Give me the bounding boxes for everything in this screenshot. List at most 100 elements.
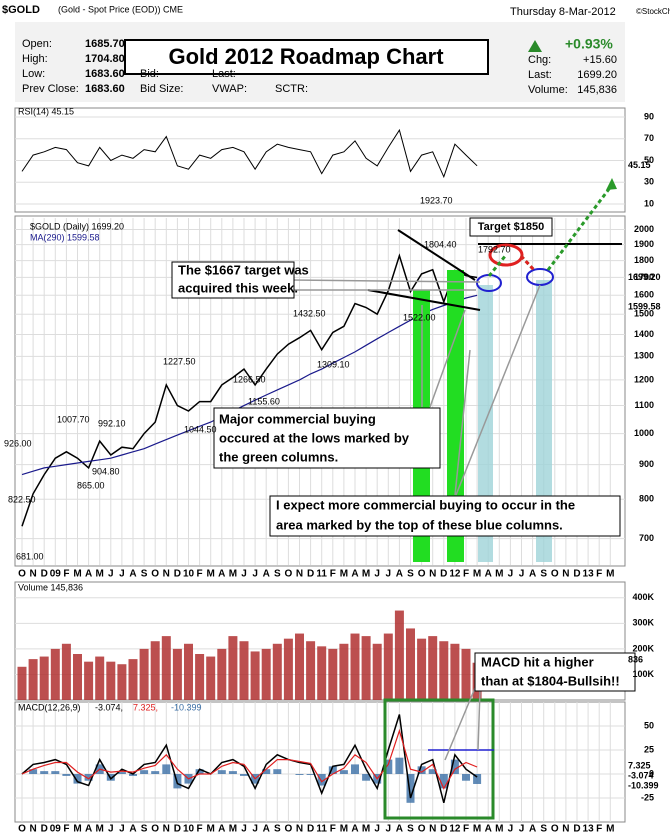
histogram-bar (40, 771, 49, 774)
x-tick-label: J (519, 569, 525, 580)
last-value: 1599.58 (628, 302, 661, 312)
x-tick-label: A (529, 569, 536, 580)
histogram-bar (417, 766, 426, 774)
target-label: Target $1850 (478, 221, 544, 233)
volume-bar (150, 641, 160, 700)
volume-bar (439, 641, 449, 700)
x-tick-label: M (73, 824, 81, 835)
peak-label: 1923.70 (420, 195, 453, 205)
x-tick-label: N (562, 569, 569, 580)
x-tick-label: A (485, 824, 492, 835)
callout-text: The $1667 target was (178, 262, 309, 277)
x-tick-label: 09 (50, 824, 62, 835)
x-tick-label: D (307, 824, 314, 835)
x-tick-label: O (285, 824, 293, 835)
x-tick-label: D (174, 824, 181, 835)
y-tick-label: 100K (632, 669, 654, 679)
x-tick-label: M (495, 824, 503, 835)
x-tick-label: M (229, 824, 237, 835)
y-tick-label: 1700 (634, 272, 654, 282)
x-tick-label: O (18, 569, 26, 580)
x-tick-label: F (463, 569, 469, 580)
volume-bar (217, 648, 227, 700)
x-tick-label: N (429, 569, 436, 580)
x-tick-label: N (429, 824, 436, 835)
x-tick-label: S (407, 824, 414, 835)
x-tick-label: J (519, 824, 525, 835)
x-tick-label: S (141, 824, 148, 835)
histogram-bar (151, 771, 160, 774)
x-tick-label: 09 (50, 569, 62, 580)
volume-bar (428, 636, 438, 700)
y-tick-label: 300K (632, 618, 654, 628)
y-tick-label: 700 (639, 533, 654, 543)
x-tick-label: 12 (449, 569, 461, 580)
y-tick-label: 10 (644, 198, 654, 208)
volume-bar (406, 628, 415, 700)
x-tick-label: A (396, 824, 403, 835)
last-value-bg (626, 770, 670, 782)
histogram-bar (162, 764, 171, 774)
histogram-bar (462, 774, 470, 781)
target-box (469, 217, 553, 237)
x-tick-label: M (207, 569, 215, 580)
histogram-bar (384, 759, 393, 774)
rsi-line (21, 128, 478, 179)
histogram-bar (473, 774, 482, 784)
x-tick-label: M (606, 569, 614, 580)
field-label: Low: (22, 68, 45, 80)
last-value: 7.325 (628, 760, 651, 770)
callout-box (213, 407, 441, 469)
x-tick-label: F (63, 824, 69, 835)
y-tick-label: 50 (644, 720, 654, 730)
peak-label: 1044.50 (184, 424, 217, 434)
field-value: 1683.60 (85, 68, 125, 80)
y-tick-label: 900 (639, 459, 654, 469)
y-tick-label: 1200 (634, 374, 654, 384)
blue-column (536, 280, 552, 562)
x-tick-label: M (362, 569, 370, 580)
x-tick-label: D (573, 569, 580, 580)
x-tick-label: M (495, 569, 503, 580)
legend-entry: -3.074, (95, 702, 123, 712)
chart-title: Gold 2012 Roadmap Chart (168, 44, 444, 69)
panel-title: MACD(12,26,9) (18, 702, 81, 712)
histogram-bar (228, 771, 237, 774)
x-tick-label: N (163, 569, 170, 580)
y-tick-label: 1400 (634, 329, 654, 339)
histogram-bar (51, 771, 60, 774)
legend-entry: 7.325, (133, 702, 158, 712)
volume-bar (161, 636, 171, 700)
y-tick-label: -25 (641, 792, 654, 802)
volume-bar (117, 664, 127, 700)
field-label: High: (22, 53, 48, 65)
y-tick-label: 1000 (634, 428, 654, 438)
x-tick-label: A (218, 824, 225, 835)
x-tick-label: D (41, 569, 48, 580)
callout-text: MACD hit a higher (481, 654, 594, 669)
x-tick-label: M (473, 569, 481, 580)
callout-text: acquired this week. (178, 280, 298, 295)
last-value: 836 (628, 654, 643, 664)
x-tick-label: S (274, 569, 281, 580)
histogram-bar (428, 769, 437, 774)
x-tick-label: O (418, 569, 426, 580)
field-label: Open: (22, 38, 52, 50)
volume-bar (128, 659, 138, 700)
y-tick-label: 1300 (634, 351, 654, 361)
x-tick-label: A (129, 824, 136, 835)
x-tick-label: F (596, 824, 602, 835)
histogram-bar (273, 769, 282, 774)
volume-bar (295, 633, 304, 700)
volume-bar (239, 641, 249, 700)
volume-bar (61, 643, 71, 700)
blue-column (478, 285, 493, 562)
x-tick-label: J (119, 824, 125, 835)
trend-line (397, 229, 476, 281)
x-tick-label: F (463, 824, 469, 835)
y-tick-label: 400K (632, 592, 654, 602)
x-tick-label: O (151, 569, 159, 580)
x-tick-label: 11 (316, 569, 327, 580)
x-tick-label: D (440, 824, 447, 835)
x-tick-label: A (85, 569, 92, 580)
